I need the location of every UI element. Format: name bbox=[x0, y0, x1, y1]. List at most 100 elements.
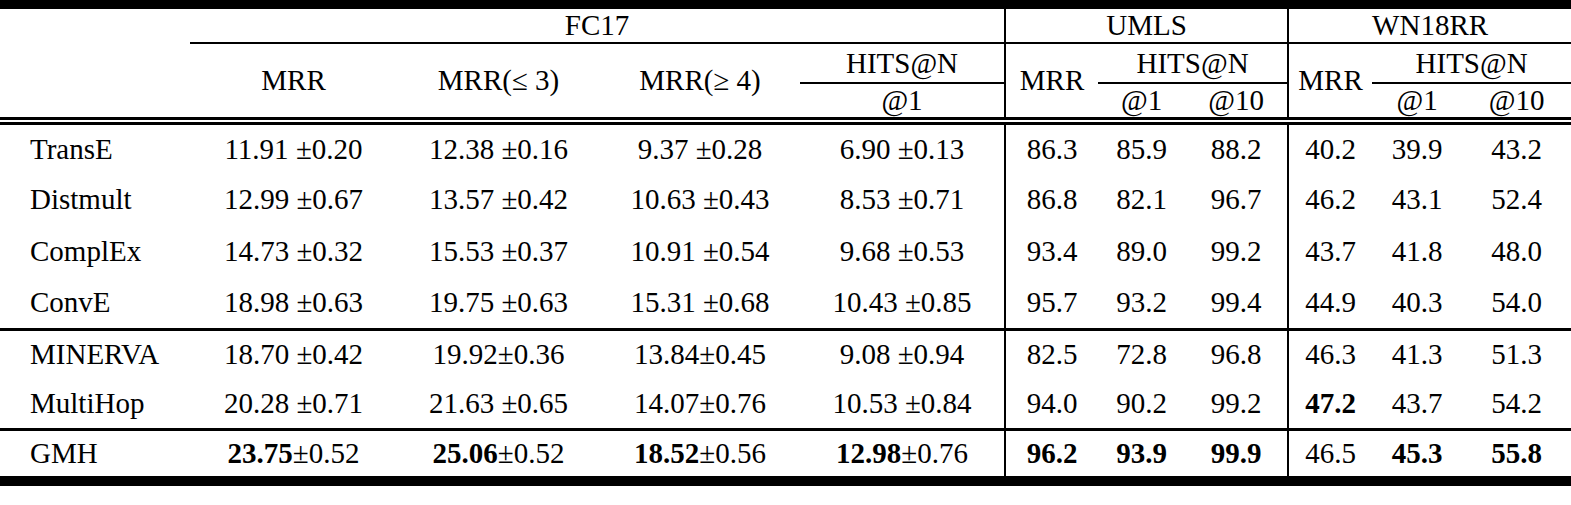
metric-cell: 21.63 ±0.65 bbox=[397, 379, 600, 429]
metric-cell: 13.57 ±0.42 bbox=[397, 173, 600, 225]
metric-cell: 10.43 ±0.85 bbox=[800, 277, 1005, 329]
metric-cell: 99.9 bbox=[1185, 429, 1288, 481]
metric-cell: 82.5 bbox=[1005, 329, 1098, 379]
col-header-umls-mrr: MRR bbox=[1005, 43, 1098, 121]
metric-cell: 51.3 bbox=[1462, 329, 1571, 379]
metric-cell: 19.75 ±0.63 bbox=[397, 277, 600, 329]
corner-cell bbox=[0, 5, 190, 122]
metric-cell: 39.9 bbox=[1372, 121, 1462, 173]
model-name: GMH bbox=[0, 429, 190, 481]
table-row: MINERVA18.70 ±0.4219.92±0.3613.84±0.459.… bbox=[0, 329, 1571, 379]
metric-cell: 40.2 bbox=[1288, 121, 1372, 173]
metric-cell: 12.38 ±0.16 bbox=[397, 121, 600, 173]
metric-cell: 20.28 ±0.71 bbox=[190, 379, 397, 429]
table-body: TransE11.91 ±0.2012.38 ±0.169.37 ±0.286.… bbox=[0, 121, 1571, 481]
table-row: ConvE18.98 ±0.6319.75 ±0.6315.31 ±0.6810… bbox=[0, 277, 1571, 329]
metric-cell: 13.84±0.45 bbox=[600, 329, 800, 379]
metric-cell: 18.70 ±0.42 bbox=[190, 329, 397, 379]
model-name: MultiHop bbox=[0, 379, 190, 429]
col-header-fc17-mrr-le3: MRR(≤ 3) bbox=[397, 43, 600, 121]
table-row: TransE11.91 ±0.2012.38 ±0.169.37 ±0.286.… bbox=[0, 121, 1571, 173]
col-header-fc17-mrr: MRR bbox=[190, 43, 397, 121]
metric-cell: 99.2 bbox=[1185, 225, 1288, 277]
metric-cell: 93.2 bbox=[1098, 277, 1185, 329]
metric-cell: 86.3 bbox=[1005, 121, 1098, 173]
col-header-fc17-hits: HITS@N bbox=[800, 43, 1005, 83]
results-table: FC17 UMLS WN18RR MRR MRR(≤ 3) MRR(≥ 4) H… bbox=[0, 0, 1571, 486]
metric-cell: 99.2 bbox=[1185, 379, 1288, 429]
col-header-fc17-at1: @1 bbox=[800, 83, 1005, 121]
metric-cell: 85.9 bbox=[1098, 121, 1185, 173]
metric-cell: 43.2 bbox=[1462, 121, 1571, 173]
dataset-header-wn18rr: WN18RR bbox=[1288, 5, 1571, 44]
metric-cell: 9.37 ±0.28 bbox=[600, 121, 800, 173]
model-name: TransE bbox=[0, 121, 190, 173]
metric-cell: 52.4 bbox=[1462, 173, 1571, 225]
col-header-wn18rr-at1: @1 bbox=[1372, 83, 1462, 121]
metric-cell: 94.0 bbox=[1005, 379, 1098, 429]
metric-cell: 15.31 ±0.68 bbox=[600, 277, 800, 329]
model-name: ComplEx bbox=[0, 225, 190, 277]
metric-cell: 93.9 bbox=[1098, 429, 1185, 481]
metric-cell: 10.91 ±0.54 bbox=[600, 225, 800, 277]
table-row: Distmult12.99 ±0.6713.57 ±0.4210.63 ±0.4… bbox=[0, 173, 1571, 225]
metric-cell: 45.3 bbox=[1372, 429, 1462, 481]
model-name: ConvE bbox=[0, 277, 190, 329]
table-header: FC17 UMLS WN18RR MRR MRR(≤ 3) MRR(≥ 4) H… bbox=[0, 5, 1571, 122]
metric-cell: 44.9 bbox=[1288, 277, 1372, 329]
metric-cell: 96.2 bbox=[1005, 429, 1098, 481]
metric-cell: 82.1 bbox=[1098, 173, 1185, 225]
col-header-wn18rr-hits: HITS@N bbox=[1372, 43, 1571, 83]
model-name: Distmult bbox=[0, 173, 190, 225]
metric-cell: 43.1 bbox=[1372, 173, 1462, 225]
metric-cell: 55.8 bbox=[1462, 429, 1571, 481]
col-header-fc17-mrr-ge4: MRR(≥ 4) bbox=[600, 43, 800, 121]
metric-cell: 40.3 bbox=[1372, 277, 1462, 329]
metric-cell: 23.75±0.52 bbox=[190, 429, 397, 481]
metric-cell: 9.08 ±0.94 bbox=[800, 329, 1005, 379]
metric-cell: 18.52±0.56 bbox=[600, 429, 800, 481]
col-header-umls-at1: @1 bbox=[1098, 83, 1185, 121]
metric-cell: 46.2 bbox=[1288, 173, 1372, 225]
metric-cell: 86.8 bbox=[1005, 173, 1098, 225]
metric-cell: 72.8 bbox=[1098, 329, 1185, 379]
metric-cell: 41.3 bbox=[1372, 329, 1462, 379]
metric-cell: 43.7 bbox=[1372, 379, 1462, 429]
col-header-wn18rr-at10: @10 bbox=[1462, 83, 1571, 121]
dataset-header-umls: UMLS bbox=[1005, 5, 1288, 44]
metric-cell: 88.2 bbox=[1185, 121, 1288, 173]
metric-cell: 54.0 bbox=[1462, 277, 1571, 329]
table-row: MultiHop20.28 ±0.7121.63 ±0.6514.07±0.76… bbox=[0, 379, 1571, 429]
metric-cell: 18.98 ±0.63 bbox=[190, 277, 397, 329]
metric-cell: 10.63 ±0.43 bbox=[600, 173, 800, 225]
metric-cell: 96.8 bbox=[1185, 329, 1288, 379]
dataset-header-fc17: FC17 bbox=[190, 5, 1005, 44]
metric-cell: 93.4 bbox=[1005, 225, 1098, 277]
metric-cell: 14.73 ±0.32 bbox=[190, 225, 397, 277]
table-row: GMH23.75±0.5225.06±0.5218.52±0.5612.98±0… bbox=[0, 429, 1571, 481]
metric-cell: 25.06±0.52 bbox=[397, 429, 600, 481]
metric-cell: 54.2 bbox=[1462, 379, 1571, 429]
metric-cell: 14.07±0.76 bbox=[600, 379, 800, 429]
metric-cell: 46.5 bbox=[1288, 429, 1372, 481]
metric-cell: 89.0 bbox=[1098, 225, 1185, 277]
col-header-umls-hits: HITS@N bbox=[1098, 43, 1288, 83]
metric-cell: 90.2 bbox=[1098, 379, 1185, 429]
metric-cell: 10.53 ±0.84 bbox=[800, 379, 1005, 429]
model-name: MINERVA bbox=[0, 329, 190, 379]
paper-results-table-page: FC17 UMLS WN18RR MRR MRR(≤ 3) MRR(≥ 4) H… bbox=[0, 0, 1571, 505]
metric-cell: 48.0 bbox=[1462, 225, 1571, 277]
metric-cell: 9.68 ±0.53 bbox=[800, 225, 1005, 277]
table-row: ComplEx14.73 ±0.3215.53 ±0.3710.91 ±0.54… bbox=[0, 225, 1571, 277]
metric-cell: 15.53 ±0.37 bbox=[397, 225, 600, 277]
metric-cell: 6.90 ±0.13 bbox=[800, 121, 1005, 173]
metric-cell: 41.8 bbox=[1372, 225, 1462, 277]
metric-cell: 43.7 bbox=[1288, 225, 1372, 277]
metric-cell: 12.99 ±0.67 bbox=[190, 173, 397, 225]
metric-cell: 96.7 bbox=[1185, 173, 1288, 225]
col-header-umls-at10: @10 bbox=[1185, 83, 1288, 121]
metric-cell: 46.3 bbox=[1288, 329, 1372, 379]
metric-cell: 19.92±0.36 bbox=[397, 329, 600, 379]
metric-cell: 12.98±0.76 bbox=[800, 429, 1005, 481]
metric-cell: 47.2 bbox=[1288, 379, 1372, 429]
